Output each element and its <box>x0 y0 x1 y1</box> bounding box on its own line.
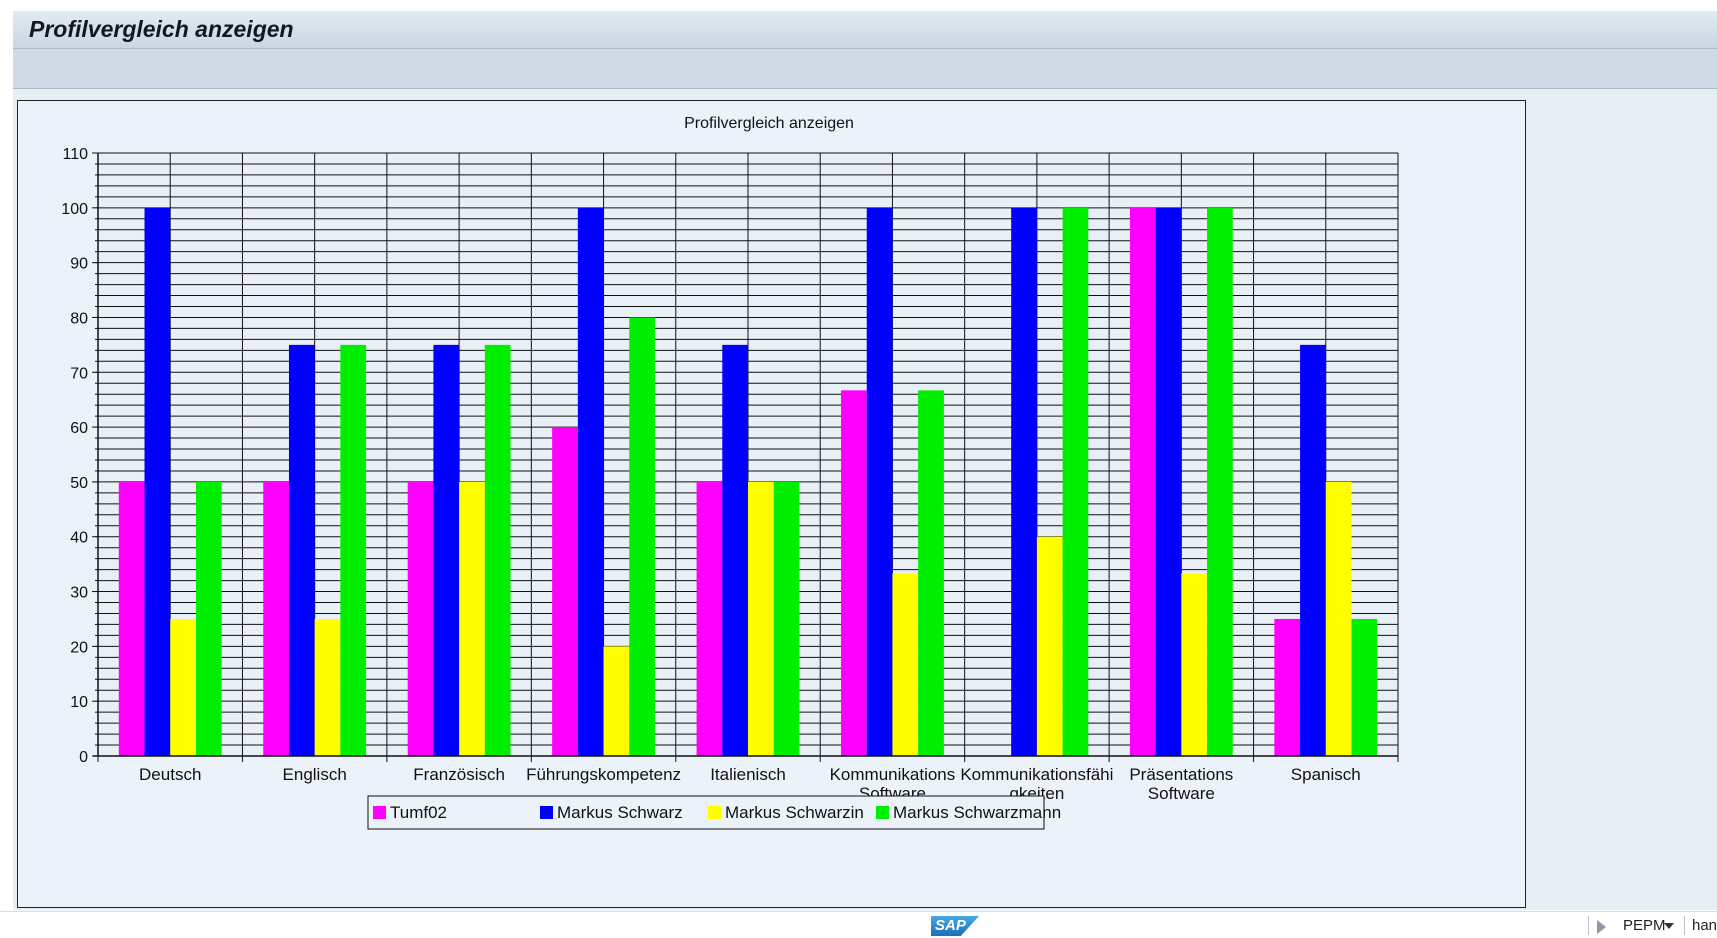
bar <box>1325 481 1352 756</box>
bar <box>748 481 774 756</box>
bar <box>407 481 434 756</box>
bar <box>841 390 867 756</box>
bar <box>696 481 723 756</box>
bar <box>144 207 171 756</box>
bar <box>433 344 460 756</box>
bar-layer <box>118 207 1378 756</box>
x-category-label: Italienisch <box>710 765 786 784</box>
x-category-label-line: Kommunikations <box>830 765 956 784</box>
bar <box>484 344 511 756</box>
chart-title: Profilvergleich anzeigen <box>684 115 854 132</box>
legend-label: Markus Schwarz <box>557 803 683 822</box>
bar <box>629 317 655 756</box>
legend-swatch <box>708 806 721 819</box>
bar <box>1181 573 1208 756</box>
legend-label: Markus Schwarzin <box>725 803 864 822</box>
bar <box>722 344 748 756</box>
bar <box>1155 207 1182 756</box>
sap-logo-text: SAP <box>935 917 966 934</box>
bar <box>1129 207 1156 756</box>
legend: Tumf02 Markus Schwarz Markus Schwarzin Mark… <box>367 795 1061 830</box>
x-category-label: Führungskompetenz <box>526 765 681 784</box>
application-toolbar <box>13 49 1717 89</box>
x-category-label-line: Spanisch <box>1291 765 1361 784</box>
bar <box>1207 207 1233 756</box>
y-tick-label: 90 <box>70 256 88 273</box>
bar <box>918 390 944 756</box>
bar <box>1062 207 1089 756</box>
bar <box>1036 536 1063 756</box>
bar <box>1351 618 1378 756</box>
legend-box <box>367 795 1045 830</box>
x-category-label-line: Kommunikationsfähi <box>960 765 1113 784</box>
y-tick-label: 30 <box>70 585 88 602</box>
bar-chart: Profilvergleich anzeigen 0 10 20 30 40 50 60 70… <box>61 115 1399 830</box>
bar <box>288 344 315 756</box>
bar <box>773 481 800 756</box>
bar <box>170 618 196 756</box>
legend-label: Markus Schwarzmann <box>893 803 1061 822</box>
bar <box>118 481 145 756</box>
y-tick-label: 100 <box>61 201 88 218</box>
bar <box>314 618 341 756</box>
x-category-label-line: Englisch <box>283 765 347 784</box>
y-tick-label: 40 <box>70 530 88 547</box>
bar <box>552 427 578 756</box>
bar <box>340 344 367 756</box>
legend-label: Tumf02 <box>390 803 447 822</box>
x-category-label: Englisch <box>283 765 347 784</box>
x-category-label-line: Präsentations <box>1129 765 1233 784</box>
bar <box>577 207 604 756</box>
y-tick-label: 110 <box>62 146 88 163</box>
bar <box>263 481 289 756</box>
status-bar: SAP PEPM han <box>0 911 1717 938</box>
bar <box>459 481 485 756</box>
y-tick-label: 0 <box>79 749 88 766</box>
legend-swatch <box>876 806 889 819</box>
x-category-label-line: Software <box>1148 784 1215 803</box>
x-category-label-line: Italienisch <box>710 765 786 784</box>
y-tick-label: 10 <box>70 694 88 711</box>
bar <box>866 207 893 756</box>
bar <box>1274 618 1301 756</box>
bar <box>1011 207 1037 756</box>
legend-swatch <box>373 806 386 819</box>
y-tick-label: 70 <box>70 365 88 382</box>
x-category-label-line: Führungskompetenz <box>526 765 681 784</box>
x-category-label-line: Deutsch <box>139 765 201 784</box>
sap-logo: SAP <box>931 916 979 936</box>
bar <box>603 646 630 756</box>
title-bar: Profilvergleich anzeigen <box>13 11 1717 49</box>
x-category-label-line: Französisch <box>413 765 505 784</box>
chart-panel: Profilvergleich anzeigen 0 10 20 30 40 50 60 70… <box>17 100 1526 908</box>
dropdown-caret-icon[interactable] <box>1664 923 1674 929</box>
y-tick-label: 50 <box>70 475 88 492</box>
legend-swatch <box>540 806 553 819</box>
separator <box>1588 916 1589 935</box>
y-tick-label: 60 <box>70 420 88 437</box>
y-tick-label: 20 <box>70 639 88 656</box>
system-id[interactable]: PEPM <box>1623 917 1666 934</box>
separator <box>1684 916 1685 935</box>
play-icon[interactable] <box>1597 920 1606 934</box>
bar <box>195 481 222 756</box>
bar <box>892 573 919 756</box>
x-category-label: Französisch <box>413 765 505 784</box>
x-category-label: Spanisch <box>1291 765 1361 784</box>
x-category-label: Präsentations Software <box>1129 765 1233 803</box>
page-title: Profilvergleich anzeigen <box>29 16 294 42</box>
bar <box>1300 344 1326 756</box>
x-category-label: Deutsch <box>139 765 201 784</box>
host-name: han <box>1692 917 1717 934</box>
right-panel <box>1529 89 1717 910</box>
y-tick-label: 80 <box>70 310 88 327</box>
